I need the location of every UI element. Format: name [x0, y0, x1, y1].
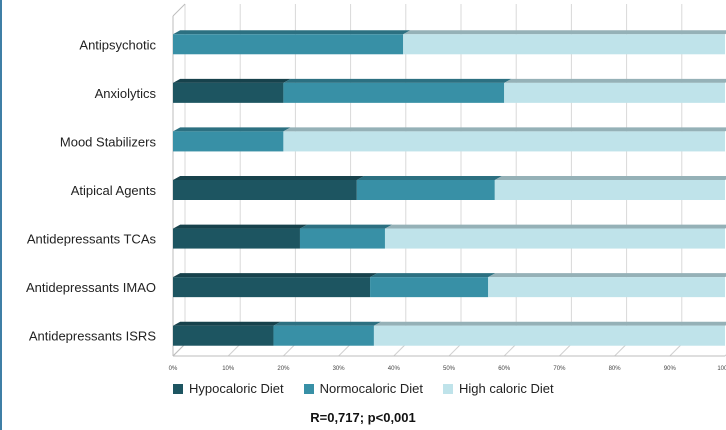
x-grid-floor-line — [227, 343, 241, 357]
bar-segment-top — [504, 78, 726, 83]
bar-segment — [273, 325, 374, 346]
x-tick-label: 40% — [388, 366, 401, 372]
x-grid-floor-line — [283, 343, 296, 357]
legend-swatch-high-caloric — [442, 383, 453, 394]
bar-segment-top — [488, 273, 726, 278]
bar-segment-top — [494, 176, 726, 180]
bar-segment — [173, 82, 284, 103]
bar-segment-top — [373, 321, 726, 326]
x-grid-floor-line — [393, 343, 407, 357]
y-category-label: Antidepressants IMAO — [26, 280, 156, 295]
bar-segment — [370, 277, 489, 298]
legend-item-high-caloric: High caloric Diet — [442, 381, 554, 396]
y-category-label: Anxiolytics — [95, 86, 157, 101]
bar-segment — [403, 34, 725, 55]
legend-label-hypocaloric: Hypocaloric Diet — [189, 381, 284, 396]
bar-segment — [283, 82, 505, 103]
y-category-label: Antidepressants ISRS — [29, 329, 157, 344]
bar-segment-top — [173, 224, 308, 229]
x-tick-label: 10% — [222, 366, 235, 372]
y-category-label: Antidepressants TCAs — [27, 232, 157, 247]
x-tick-label: 60% — [498, 366, 511, 372]
bar-segment — [299, 228, 385, 249]
bar-segment — [504, 82, 725, 103]
x-grid-floor-line — [559, 343, 572, 357]
bar-segment — [173, 131, 284, 152]
x-tick-label: 20% — [277, 366, 290, 372]
bar-segment-top — [173, 127, 291, 132]
x-tick-label: 80% — [609, 366, 622, 372]
chart-legend: Hypocaloric Diet Normocaloric Diet High … — [173, 381, 554, 396]
x-grid-floor-line — [448, 343, 462, 357]
legend-item-normocaloric: Normocaloric Diet — [303, 381, 423, 396]
x-grid-floor-line — [669, 343, 683, 357]
legend-swatch-normocaloric — [303, 383, 314, 394]
bar-segment-top — [403, 30, 726, 35]
bar-segment — [173, 180, 357, 200]
legend-label-high-caloric: High caloric Diet — [458, 381, 554, 396]
x-tick-label: 50% — [443, 366, 456, 372]
bar-segment — [173, 325, 274, 346]
floor-depth-line — [172, 343, 186, 357]
x-tick-label: 30% — [333, 366, 346, 372]
bar-segment-top — [370, 273, 496, 278]
y-axis-depth-line — [172, 3, 186, 17]
bar-segment — [283, 131, 725, 152]
bar-segment-top — [173, 78, 291, 83]
bar-segment — [488, 277, 725, 298]
bar-segment-top — [283, 78, 512, 83]
bar-segment-top — [273, 321, 382, 326]
legend-item-hypocaloric: Hypocaloric Diet — [173, 381, 284, 396]
bar-segment-top — [356, 176, 503, 180]
x-grid-floor-line — [503, 343, 517, 357]
bar-segment — [173, 228, 300, 249]
x-tick-label: 70% — [553, 366, 566, 372]
legend-swatch-hypocaloric — [173, 383, 183, 394]
x-tick-label: 100% — [717, 366, 726, 372]
bar-segment-top — [173, 321, 281, 326]
bar-segment-top — [283, 127, 726, 132]
x-grid-floor-line — [338, 343, 351, 357]
bar-segment — [173, 34, 404, 55]
bar-segment-top — [299, 224, 393, 229]
bar-segment-top — [173, 30, 411, 35]
x-tick-label: 90% — [664, 366, 677, 372]
y-category-label: Antipsychotic — [79, 37, 156, 52]
correlation-footnote: R=0,717; p<0,001 — [310, 410, 416, 425]
bar-segment-top — [384, 224, 726, 229]
bar-segment — [356, 180, 495, 200]
bar-segment — [384, 228, 725, 249]
bar-segment-top — [173, 273, 378, 278]
legend-label-normocaloric: Normocaloric Diet — [319, 381, 423, 396]
bar-segment — [373, 325, 725, 346]
x-tick-label: 0% — [169, 366, 178, 372]
bar-segment — [494, 180, 725, 200]
bar-segment — [173, 277, 371, 298]
y-category-label: Mood Stabilizers — [60, 134, 157, 149]
bar-segment-top — [173, 176, 365, 180]
stacked-bar-chart: 0% 10% 20% 30% 40% 50% 60% 70% 80% 90% 100% Antipsy… — [26, 3, 726, 372]
x-grid-floor-line — [614, 343, 627, 357]
y-category-label: Atipical Agents — [71, 183, 157, 198]
